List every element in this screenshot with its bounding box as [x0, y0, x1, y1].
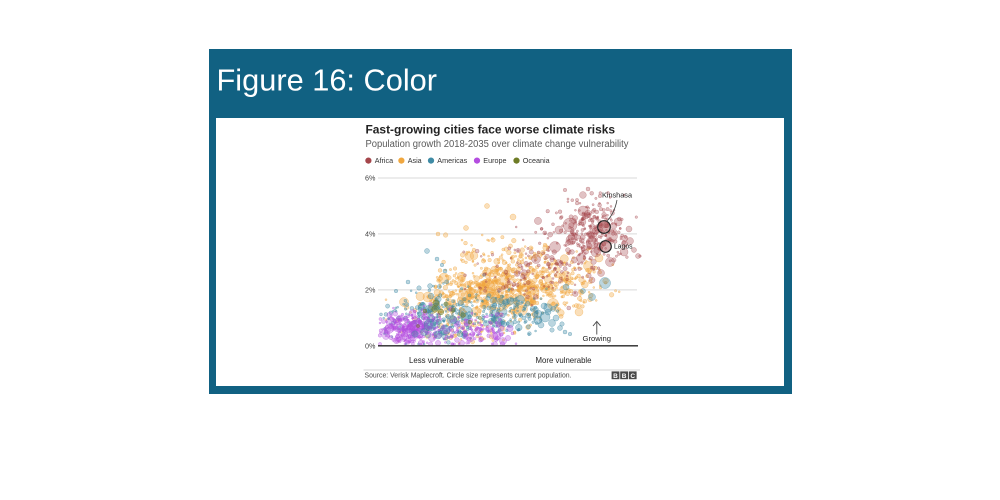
- svg-text:Less vulnerable: Less vulnerable: [409, 356, 465, 365]
- svg-text:Figure 16: Color: Figure 16: Color: [217, 64, 438, 98]
- svg-text:More vulnerable: More vulnerable: [536, 356, 593, 365]
- svg-text:4%: 4%: [365, 230, 376, 239]
- svg-text:Lagos: Lagos: [614, 241, 633, 250]
- svg-text:B: B: [622, 373, 627, 380]
- svg-text:Fast-growing cities face worse: Fast-growing cities face worse climate r…: [366, 123, 616, 137]
- svg-text:Source: Verisk Maplecroft. Cir: Source: Verisk Maplecroft. Circle size r…: [365, 373, 572, 380]
- svg-text:Growing: Growing: [583, 334, 612, 343]
- svg-text:C: C: [630, 373, 635, 380]
- svg-text:6%: 6%: [365, 174, 376, 183]
- svg-text:Europe: Europe: [483, 156, 506, 165]
- svg-text:Asia: Asia: [408, 156, 422, 165]
- svg-text:Kinshasa: Kinshasa: [602, 191, 633, 200]
- svg-text:Americas: Americas: [437, 156, 467, 165]
- svg-text:0%: 0%: [365, 341, 376, 350]
- svg-text:Population growth 2018-2035 ov: Population growth 2018-2035 over climate…: [366, 139, 629, 150]
- svg-text:2%: 2%: [365, 286, 376, 295]
- svg-text:Oceania: Oceania: [523, 156, 550, 165]
- svg-text:Africa: Africa: [375, 156, 393, 165]
- svg-text:B: B: [613, 373, 618, 380]
